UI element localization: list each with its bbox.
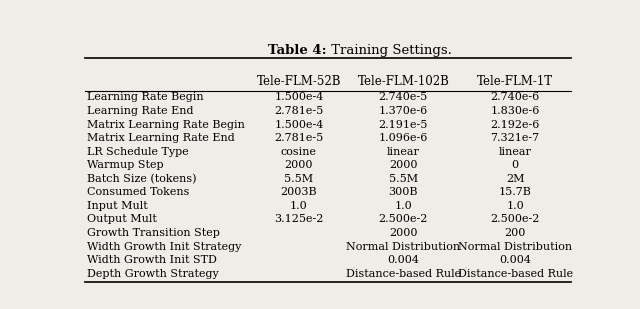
Text: 1.830e-6: 1.830e-6: [490, 106, 540, 116]
Text: Tele-FLM-1T: Tele-FLM-1T: [477, 75, 553, 88]
Text: 1.0: 1.0: [506, 201, 524, 211]
Text: 2.740e-6: 2.740e-6: [490, 92, 540, 102]
Text: 2.191e-5: 2.191e-5: [379, 120, 428, 129]
Text: 2.740e-5: 2.740e-5: [379, 92, 428, 102]
Text: 3.125e-2: 3.125e-2: [274, 214, 324, 224]
Text: Batch Size (tokens): Batch Size (tokens): [88, 174, 197, 184]
Text: Distance-based Rule: Distance-based Rule: [346, 269, 461, 279]
Text: linear: linear: [499, 147, 532, 157]
Text: Learning Rate End: Learning Rate End: [88, 106, 194, 116]
Text: Growth Transition Step: Growth Transition Step: [88, 228, 220, 238]
Text: 2000: 2000: [389, 228, 417, 238]
Text: 0: 0: [511, 160, 518, 170]
Text: 2000: 2000: [285, 160, 313, 170]
Text: 2.781e-5: 2.781e-5: [274, 133, 323, 143]
Text: Depth Growth Strategy: Depth Growth Strategy: [88, 269, 219, 279]
Text: 1.0: 1.0: [290, 201, 308, 211]
Text: Table 4:: Table 4:: [268, 44, 327, 57]
Text: 1.500e-4: 1.500e-4: [274, 92, 324, 102]
Text: Consumed Tokens: Consumed Tokens: [88, 187, 190, 197]
Text: 300B: 300B: [388, 187, 418, 197]
Text: 2.500e-2: 2.500e-2: [379, 214, 428, 224]
Text: Tele-FLM-52B: Tele-FLM-52B: [257, 75, 341, 88]
Text: 2.192e-6: 2.192e-6: [490, 120, 540, 129]
Text: Tele-FLM-102B: Tele-FLM-102B: [357, 75, 449, 88]
Text: Output Mult: Output Mult: [88, 214, 157, 224]
Text: 2000: 2000: [389, 160, 417, 170]
Text: 1.096e-6: 1.096e-6: [379, 133, 428, 143]
Text: Matrix Learning Rate End: Matrix Learning Rate End: [88, 133, 235, 143]
Text: Normal Distribution: Normal Distribution: [346, 242, 460, 252]
Text: 0.004: 0.004: [499, 255, 531, 265]
Text: linear: linear: [387, 147, 420, 157]
Text: 5.5M: 5.5M: [284, 174, 314, 184]
Text: Warmup Step: Warmup Step: [88, 160, 164, 170]
Text: 200: 200: [504, 228, 526, 238]
Text: 2M: 2M: [506, 174, 524, 184]
Text: Input Mult: Input Mult: [88, 201, 148, 211]
Text: Matrix Learning Rate Begin: Matrix Learning Rate Begin: [88, 120, 245, 129]
Text: 2003B: 2003B: [280, 187, 317, 197]
Text: 7.321e-7: 7.321e-7: [491, 133, 540, 143]
Text: 1.500e-4: 1.500e-4: [274, 120, 324, 129]
Text: Training Settings.: Training Settings.: [327, 44, 452, 57]
Text: Learning Rate Begin: Learning Rate Begin: [88, 92, 204, 102]
Text: 2.781e-5: 2.781e-5: [274, 106, 323, 116]
Text: cosine: cosine: [281, 147, 317, 157]
Text: 15.7B: 15.7B: [499, 187, 532, 197]
Text: Width Growth Init Strategy: Width Growth Init Strategy: [88, 242, 242, 252]
Text: Normal Distribution: Normal Distribution: [458, 242, 572, 252]
Text: Distance-based Rule: Distance-based Rule: [458, 269, 573, 279]
Text: 0.004: 0.004: [387, 255, 419, 265]
Text: 2.500e-2: 2.500e-2: [490, 214, 540, 224]
Text: Width Growth Init STD: Width Growth Init STD: [88, 255, 218, 265]
Text: LR Schedule Type: LR Schedule Type: [88, 147, 189, 157]
Text: 1.0: 1.0: [394, 201, 412, 211]
Text: 1.370e-6: 1.370e-6: [379, 106, 428, 116]
Text: 5.5M: 5.5M: [388, 174, 418, 184]
